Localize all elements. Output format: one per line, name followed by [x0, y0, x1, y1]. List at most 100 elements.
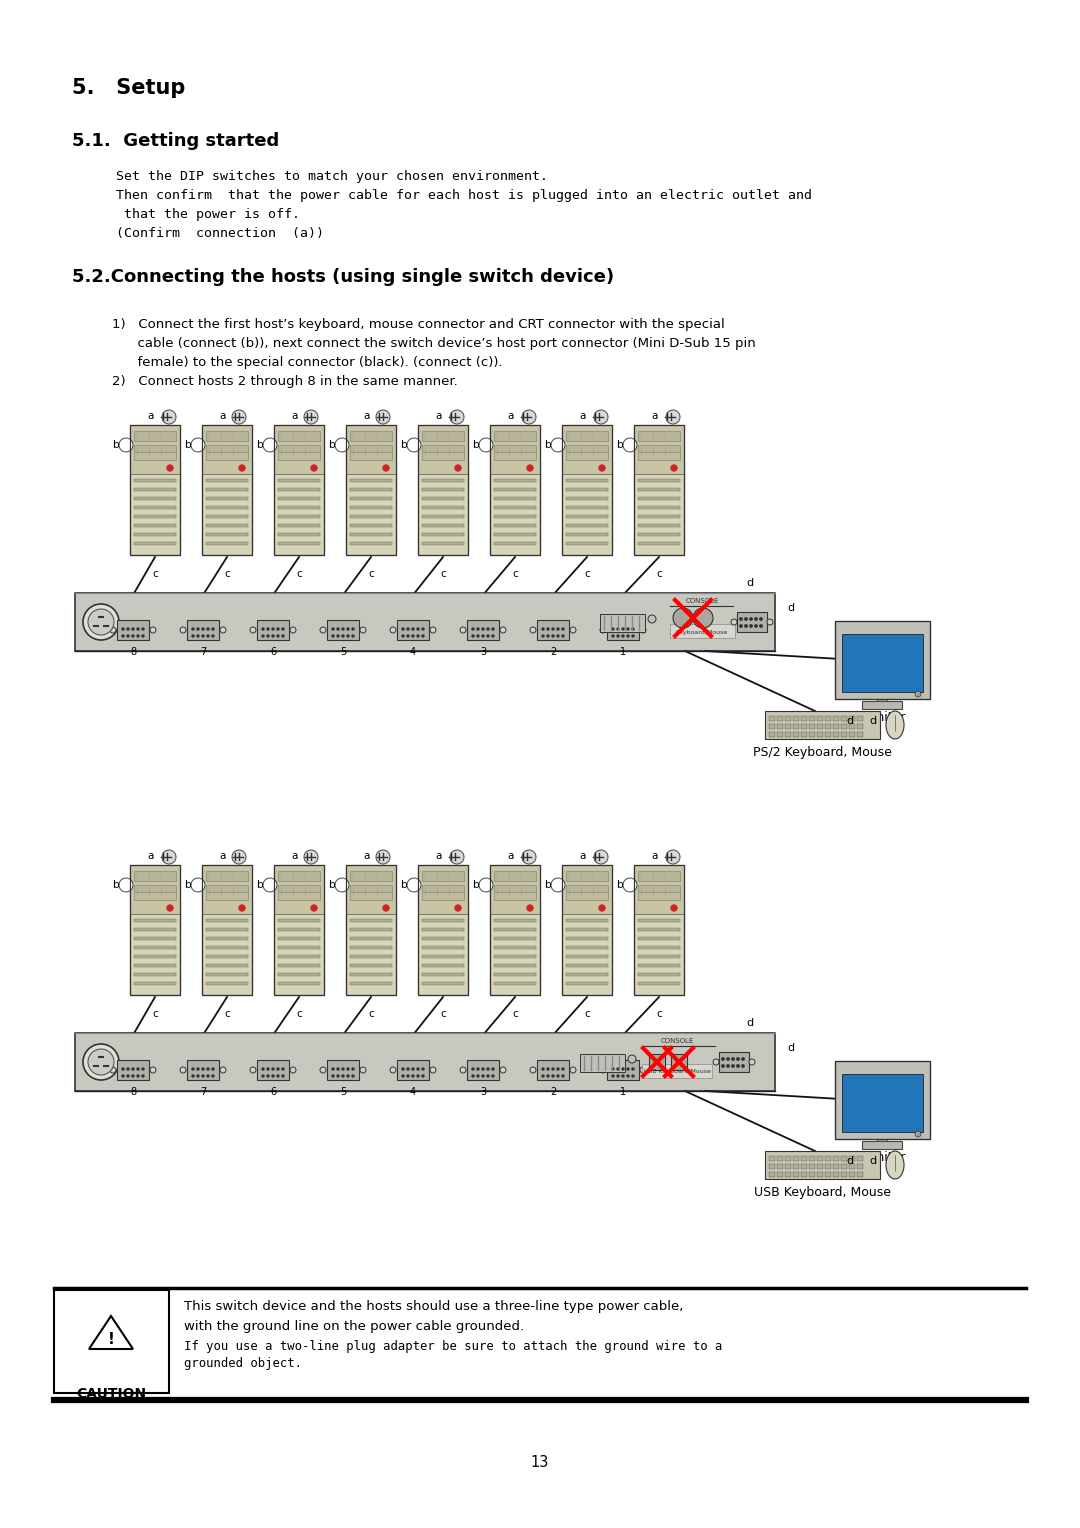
Circle shape: [276, 628, 279, 630]
Bar: [350, 973, 392, 976]
Circle shape: [311, 465, 318, 471]
Bar: [130, 865, 180, 995]
Circle shape: [617, 1068, 619, 1070]
Circle shape: [335, 879, 349, 892]
Circle shape: [713, 1059, 719, 1065]
Bar: [833, 717, 839, 721]
Bar: [274, 865, 324, 995]
Text: d: d: [746, 1018, 754, 1028]
Circle shape: [627, 1068, 629, 1070]
Bar: [835, 1060, 930, 1138]
Bar: [494, 515, 536, 518]
Circle shape: [422, 628, 424, 630]
Circle shape: [522, 850, 536, 863]
Bar: [422, 973, 464, 976]
Bar: [494, 542, 536, 545]
Bar: [809, 717, 815, 721]
Bar: [777, 732, 783, 736]
Text: 7: 7: [200, 1086, 206, 1097]
Bar: [566, 506, 608, 509]
Circle shape: [352, 628, 354, 630]
Text: 8: 8: [130, 646, 136, 657]
Circle shape: [132, 628, 134, 630]
Circle shape: [500, 626, 507, 633]
Text: (Confirm  connection  (a)): (Confirm connection (a)): [116, 228, 324, 240]
Circle shape: [472, 1076, 474, 1077]
Circle shape: [623, 439, 637, 452]
Bar: [562, 425, 612, 555]
Circle shape: [272, 1068, 274, 1070]
Bar: [418, 425, 468, 474]
Bar: [858, 717, 863, 721]
Circle shape: [122, 628, 124, 630]
Circle shape: [342, 636, 345, 637]
Circle shape: [422, 1068, 424, 1070]
Bar: [278, 452, 320, 460]
Circle shape: [337, 636, 339, 637]
Bar: [278, 871, 320, 882]
Bar: [350, 515, 392, 518]
Bar: [566, 946, 608, 949]
Circle shape: [192, 636, 194, 637]
Polygon shape: [89, 1316, 133, 1349]
Text: b: b: [185, 440, 191, 451]
Circle shape: [342, 1076, 345, 1077]
Circle shape: [202, 636, 204, 637]
Circle shape: [632, 1076, 634, 1077]
Circle shape: [422, 1076, 424, 1077]
Bar: [566, 487, 608, 490]
Bar: [202, 865, 252, 914]
Bar: [769, 724, 775, 729]
Text: 7: 7: [200, 646, 206, 657]
Bar: [494, 927, 536, 931]
Bar: [134, 478, 176, 481]
Bar: [134, 973, 176, 976]
Circle shape: [337, 628, 339, 630]
Circle shape: [119, 439, 133, 452]
Bar: [278, 955, 320, 958]
Text: b: b: [401, 880, 407, 889]
Bar: [801, 717, 807, 721]
Bar: [206, 946, 248, 949]
Bar: [206, 892, 248, 900]
Bar: [274, 425, 324, 555]
Circle shape: [407, 1068, 409, 1070]
Text: Monitor: Monitor: [859, 711, 906, 724]
Circle shape: [542, 1076, 544, 1077]
Circle shape: [487, 628, 489, 630]
Circle shape: [376, 410, 390, 423]
Circle shape: [557, 628, 559, 630]
Circle shape: [666, 410, 680, 423]
Bar: [422, 955, 464, 958]
Bar: [274, 865, 324, 995]
Bar: [809, 732, 815, 736]
Circle shape: [402, 628, 404, 630]
Circle shape: [482, 1076, 484, 1077]
Bar: [422, 452, 464, 460]
Circle shape: [272, 628, 274, 630]
Circle shape: [291, 1067, 296, 1073]
Circle shape: [264, 439, 276, 452]
Circle shape: [337, 1068, 339, 1070]
Bar: [206, 515, 248, 518]
Bar: [600, 614, 645, 633]
Bar: [849, 724, 855, 729]
Circle shape: [282, 636, 284, 637]
Text: a: a: [580, 851, 586, 860]
Bar: [422, 983, 464, 986]
Circle shape: [127, 628, 129, 630]
Circle shape: [750, 1059, 755, 1065]
Circle shape: [197, 628, 199, 630]
Circle shape: [197, 1068, 199, 1070]
Circle shape: [721, 1057, 725, 1060]
Bar: [278, 431, 320, 442]
Circle shape: [141, 1068, 144, 1070]
Circle shape: [623, 879, 637, 892]
Circle shape: [276, 636, 279, 637]
Bar: [134, 937, 176, 940]
Circle shape: [477, 636, 480, 637]
Circle shape: [673, 608, 693, 628]
Bar: [793, 1172, 799, 1177]
Bar: [777, 1164, 783, 1169]
Bar: [842, 634, 923, 692]
